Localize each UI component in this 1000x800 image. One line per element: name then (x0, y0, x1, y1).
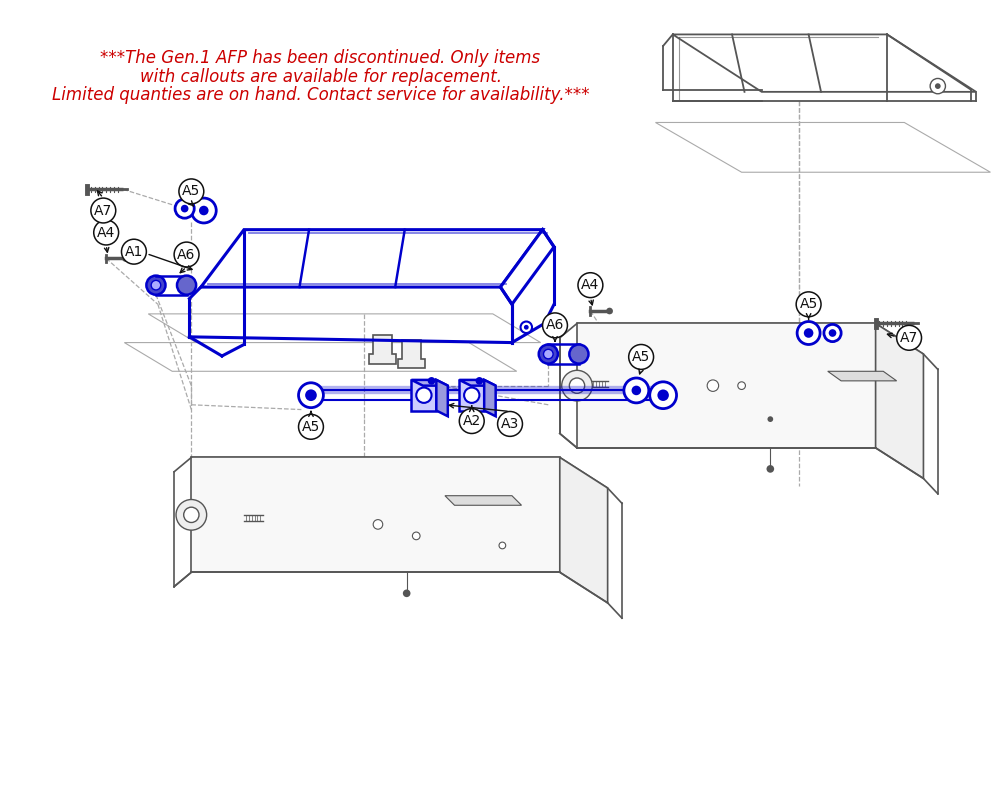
Circle shape (176, 499, 207, 530)
Polygon shape (148, 314, 541, 342)
Polygon shape (191, 458, 608, 488)
Circle shape (543, 313, 567, 338)
Circle shape (829, 329, 836, 337)
Circle shape (122, 255, 129, 262)
Text: A5: A5 (182, 184, 200, 198)
Circle shape (299, 414, 323, 439)
Polygon shape (124, 342, 517, 371)
Text: A1: A1 (125, 245, 143, 258)
Text: Limited quanties are on hand. Contact service for availability.***: Limited quanties are on hand. Contact se… (52, 86, 589, 104)
Text: A3: A3 (501, 417, 519, 431)
Text: A2: A2 (463, 414, 481, 428)
Text: A7: A7 (94, 203, 112, 218)
Text: A5: A5 (632, 350, 650, 364)
Circle shape (177, 275, 196, 294)
Circle shape (146, 275, 166, 294)
Polygon shape (436, 380, 448, 416)
Circle shape (306, 390, 316, 400)
Polygon shape (398, 340, 425, 369)
Circle shape (632, 386, 641, 395)
Text: ***The Gen.1 AFP has been discontinued. Only items: ***The Gen.1 AFP has been discontinued. … (100, 50, 541, 67)
Text: A5: A5 (302, 420, 320, 434)
Circle shape (539, 345, 558, 364)
Circle shape (629, 345, 654, 370)
Polygon shape (411, 380, 448, 386)
Circle shape (181, 205, 188, 213)
Circle shape (738, 382, 745, 390)
Circle shape (930, 78, 945, 94)
Circle shape (804, 328, 813, 338)
Circle shape (521, 322, 532, 333)
Circle shape (121, 239, 146, 264)
Circle shape (476, 377, 483, 385)
Circle shape (94, 220, 119, 245)
Text: A4: A4 (581, 278, 600, 292)
Text: A7: A7 (900, 330, 918, 345)
Circle shape (766, 465, 774, 473)
Polygon shape (459, 380, 484, 410)
Text: A4: A4 (97, 226, 115, 239)
Circle shape (428, 377, 435, 385)
Circle shape (174, 242, 199, 267)
Circle shape (578, 273, 603, 298)
Circle shape (91, 198, 116, 223)
Circle shape (175, 199, 194, 218)
Polygon shape (484, 380, 496, 416)
Text: with callouts are available for replacement.: with callouts are available for replacem… (140, 67, 502, 86)
Circle shape (562, 370, 592, 401)
Polygon shape (500, 230, 554, 304)
Circle shape (797, 322, 820, 345)
Circle shape (524, 325, 529, 330)
Text: A5: A5 (799, 298, 818, 311)
Polygon shape (577, 323, 923, 354)
Circle shape (412, 532, 420, 540)
Circle shape (569, 378, 585, 394)
Circle shape (498, 411, 522, 436)
Circle shape (707, 380, 719, 391)
Polygon shape (411, 380, 436, 410)
Polygon shape (459, 380, 496, 386)
Circle shape (403, 590, 410, 597)
Polygon shape (876, 323, 923, 478)
Polygon shape (828, 371, 897, 381)
Circle shape (464, 387, 479, 403)
Polygon shape (673, 34, 976, 92)
Circle shape (657, 390, 669, 401)
Polygon shape (191, 458, 560, 572)
Circle shape (179, 179, 204, 204)
Polygon shape (560, 458, 608, 603)
Polygon shape (655, 122, 990, 172)
Circle shape (650, 382, 677, 409)
Circle shape (151, 280, 161, 290)
Circle shape (796, 292, 821, 317)
Circle shape (299, 382, 323, 408)
Circle shape (416, 387, 432, 403)
Circle shape (897, 326, 922, 350)
Circle shape (767, 416, 773, 422)
Polygon shape (369, 335, 396, 364)
Circle shape (191, 198, 216, 223)
Text: A6: A6 (177, 247, 196, 262)
Text: A6: A6 (546, 318, 564, 332)
Circle shape (824, 324, 841, 342)
Circle shape (459, 409, 484, 434)
Polygon shape (445, 496, 522, 506)
Polygon shape (201, 230, 543, 287)
Circle shape (544, 350, 553, 359)
Circle shape (624, 378, 649, 403)
Circle shape (499, 542, 506, 549)
Circle shape (606, 308, 613, 314)
Circle shape (373, 520, 383, 529)
Circle shape (199, 206, 209, 215)
Circle shape (306, 390, 316, 400)
Polygon shape (577, 323, 876, 448)
Circle shape (935, 83, 941, 89)
Circle shape (184, 507, 199, 522)
Circle shape (569, 345, 588, 364)
